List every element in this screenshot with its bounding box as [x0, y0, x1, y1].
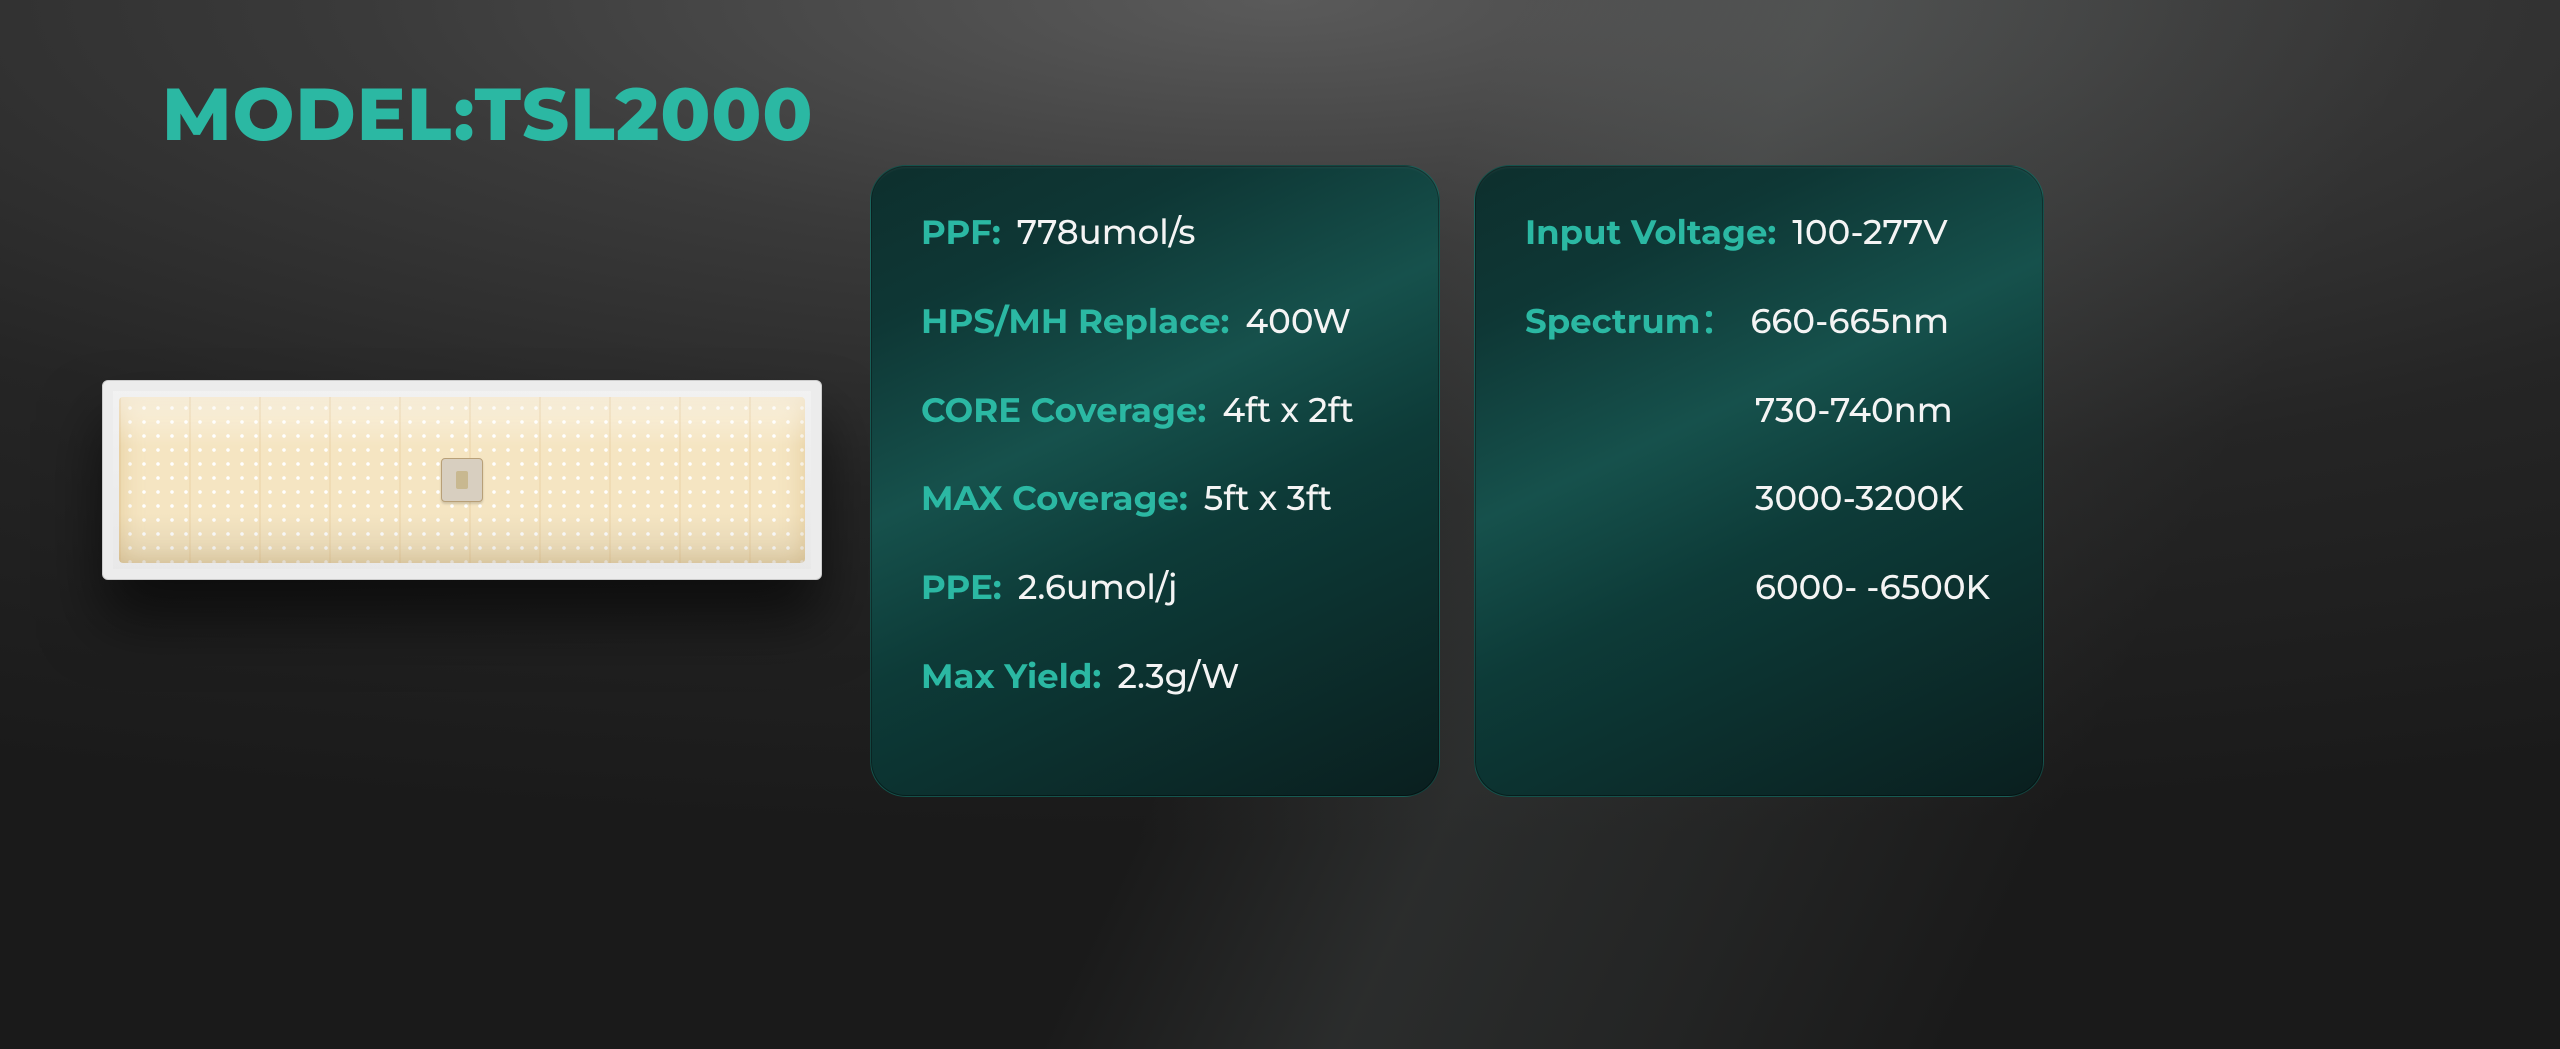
spec-value: 2.6umol/j [1018, 567, 1178, 608]
spec-value: 100-277V [1792, 212, 1947, 253]
spec-label: CORE Coverage: [921, 390, 1206, 431]
spec-label: HPS/MH Replace: [921, 301, 1229, 342]
spec-value: 6000- -6500K [1755, 567, 1990, 608]
spec-row-max-coverage: MAX Coverage: 5ft x 3ft [921, 478, 1389, 519]
spec-value: 400W [1245, 301, 1351, 342]
product-led-panel [119, 397, 805, 563]
spec-value: 660-665nm [1750, 301, 1949, 342]
spec-row-spectrum-2: 730-740nm [1525, 390, 1993, 431]
spec-label: Input Voltage: [1525, 212, 1776, 253]
spec-row-core-coverage: CORE Coverage: 4ft x 2ft [921, 390, 1389, 431]
spec-value: 778umol/s [1017, 212, 1196, 253]
spec-label: PPE: [921, 567, 1002, 608]
spec-label: MAX Coverage: [921, 478, 1188, 519]
spec-value: 2.3g/W [1117, 656, 1239, 697]
spec-card-left: PPF: 778umol/s HPS/MH Replace: 400W CORE… [870, 165, 1440, 797]
product-driver-chip [441, 458, 483, 502]
spec-row-hps: HPS/MH Replace: 400W [921, 301, 1389, 342]
spec-row-spectrum-4: 6000- -6500K [1525, 567, 1993, 608]
spec-label: Spectrum： [1525, 301, 1734, 342]
spec-value: 4ft x 2ft [1222, 390, 1353, 431]
spec-row-ppf: PPF: 778umol/s [921, 212, 1389, 253]
spec-card-right: Input Voltage: 100-277V Spectrum： 660-66… [1474, 165, 2044, 797]
spec-row-input-voltage: Input Voltage: 100-277V [1525, 212, 1993, 253]
spec-value: 3000-3200K [1755, 478, 1964, 519]
spec-value: 730-740nm [1755, 390, 1953, 431]
spec-label: PPF: [921, 212, 1001, 253]
product-image [102, 380, 822, 580]
spec-value: 5ft x 3ft [1204, 478, 1332, 519]
spec-row-spectrum-3: 3000-3200K [1525, 478, 1993, 519]
spec-label: Max Yield: [921, 656, 1101, 697]
page-title: MODEL:TSL2000 [162, 70, 813, 159]
spec-row-spectrum: Spectrum： 660-665nm [1525, 301, 1993, 342]
spec-row-max-yield: Max Yield: 2.3g/W [921, 656, 1389, 697]
spec-row-ppe: PPE: 2.6umol/j [921, 567, 1389, 608]
